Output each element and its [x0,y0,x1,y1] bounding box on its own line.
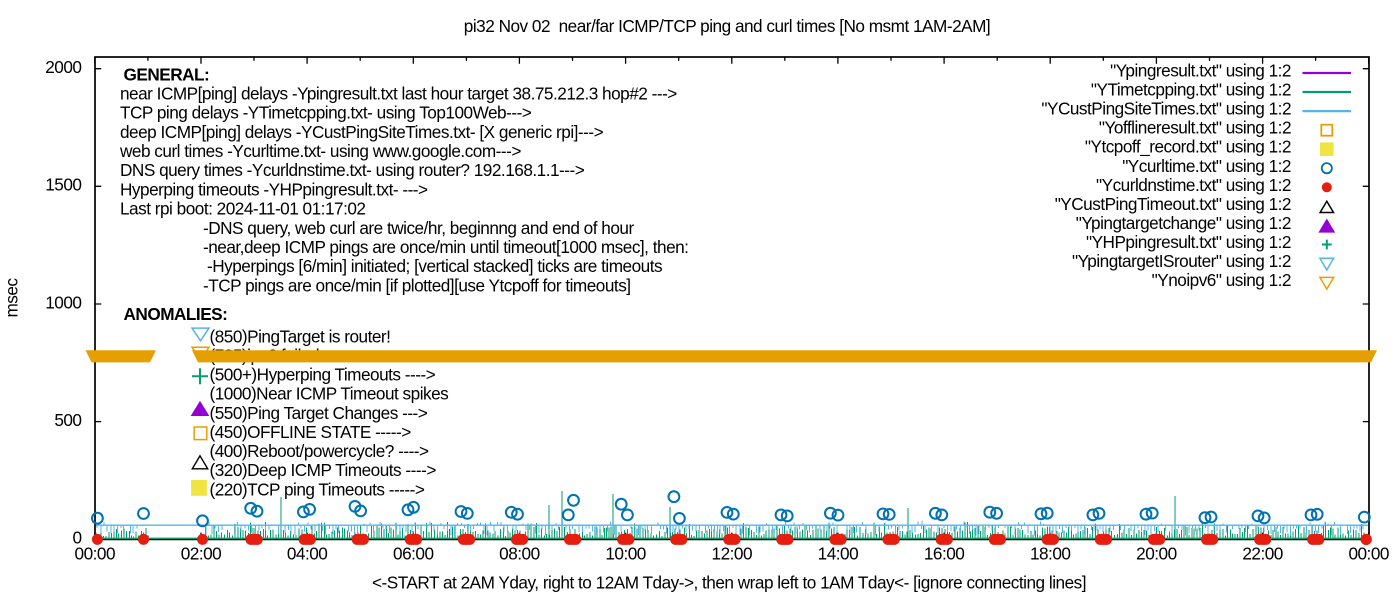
svg-text:-near,deep ICMP pings are once: -near,deep ICMP pings are once/min until… [203,237,688,257]
svg-text:(1000)Near ICMP Timeout spikes: (1000)Near ICMP Timeout spikes [210,384,449,404]
svg-text:00:00: 00:00 [75,544,116,564]
svg-text:web curl times -Ycurltime.txt-: web curl times -Ycurltime.txt- using www… [119,141,521,161]
svg-text:0: 0 [72,528,81,548]
svg-text:"YCustPingSiteTimes.txt" using: "YCustPingSiteTimes.txt" using 1:2 [1041,99,1291,119]
svg-text:near ICMP[ping] delays -Ypingr: near ICMP[ping] delays -Ypingresult.txt … [120,83,677,103]
svg-text:deep ICMP[ping] delays -YCustP: deep ICMP[ping] delays -YCustPingSiteTim… [120,122,604,142]
svg-text:Last rpi boot: 2024-11-01 01:1: Last rpi boot: 2024-11-01 01:17:02 [120,199,365,219]
svg-text:02:00: 02:00 [181,544,222,564]
svg-text:DNS query times -Ycurldnstime.: DNS query times -Ycurldnstime.txt- using… [120,160,585,180]
svg-text:1500: 1500 [45,175,81,195]
svg-text:-DNS query, web curl are twice: -DNS query, web curl are twice/hr, begin… [203,218,634,238]
svg-text:(550)Ping Target Changes --->: (550)Ping Target Changes ---> [210,403,428,423]
svg-text:(400)Reboot/powercycle? ---->: (400)Reboot/powercycle? ----> [210,441,430,461]
svg-text:"Ynoipv6" using 1:2: "Ynoipv6" using 1:2 [1152,270,1291,290]
svg-text:"YpingtargetISrouter" using 1:: "YpingtargetISrouter" using 1:2 [1072,251,1291,271]
svg-text:04:00: 04:00 [287,544,328,564]
svg-text:12:00: 12:00 [712,544,753,564]
svg-text:Hyperping timeouts -YHPpingres: Hyperping timeouts -YHPpingresult.txt- -… [120,179,428,199]
svg-text:00:00: 00:00 [1348,544,1389,564]
svg-text:06:00: 06:00 [393,544,434,564]
svg-text:08:00: 08:00 [499,544,540,564]
svg-text:(220)TCP ping Timeouts ----->: (220)TCP ping Timeouts -----> [210,479,425,499]
svg-text:TCP ping delays -YTimetcpping.: TCP ping delays -YTimetcpping.txt- using… [120,103,532,123]
svg-text:"Ypingtargetchange" using 1:2: "Ypingtargetchange" using 1:2 [1076,213,1291,233]
svg-text:10:00: 10:00 [605,544,646,564]
svg-text:"Ycurltime.txt" using 1:2: "Ycurltime.txt" using 1:2 [1122,156,1291,176]
svg-text:"YHPpingresult.txt" using 1:2: "YHPpingresult.txt" using 1:2 [1086,232,1291,252]
svg-text:GENERAL:: GENERAL: [124,64,210,84]
svg-text:18:00: 18:00 [1030,544,1071,564]
svg-text:14:00: 14:00 [818,544,859,564]
svg-text:-Hyperpings [6/min] initiated;: -Hyperpings [6/min] initiated; [vertical… [207,256,662,276]
svg-text:(320)Deep ICMP Timeouts ---->: (320)Deep ICMP Timeouts ----> [210,460,437,480]
svg-text:<-START at 2AM Yday, right to: <-START at 2AM Yday, right to 12AM Tday-… [372,573,1086,593]
svg-text:(450)OFFLINE STATE ----->: (450)OFFLINE STATE -----> [210,422,412,442]
svg-text:500: 500 [54,410,81,430]
svg-text:16:00: 16:00 [924,544,965,564]
svg-text:"Ypingresult.txt" using 1:2: "Ypingresult.txt" using 1:2 [1110,61,1291,81]
svg-text:"YTimetcpping.txt" using 1:2: "YTimetcpping.txt" using 1:2 [1091,80,1291,100]
svg-text:1000: 1000 [45,292,81,312]
svg-text:"YCustPingTimeout.txt" using 1: "YCustPingTimeout.txt" using 1:2 [1055,194,1291,214]
svg-text:"Ytcpoff_record.txt" using 1:2: "Ytcpoff_record.txt" using 1:2 [1085,137,1291,157]
svg-text:(500+)Hyperping Timeouts ---->: (500+)Hyperping Timeouts ----> [210,365,436,385]
svg-text:ANOMALIES:: ANOMALIES: [124,304,228,324]
svg-text:-TCP pings are once/min [if pl: -TCP pings are once/min [if plotted][use… [203,275,631,295]
svg-text:20:00: 20:00 [1136,544,1177,564]
svg-text:(850)PingTarget is router!: (850)PingTarget is router! [210,326,391,346]
svg-text:2000: 2000 [45,57,81,77]
svg-text:pi32 Nov 02 near/far ICMP/TCP: pi32 Nov 02 near/far ICMP/TCP ping and c… [464,16,990,36]
svg-text:22:00: 22:00 [1242,544,1283,564]
svg-text:"Yofflineresult.txt" using 1:2: "Yofflineresult.txt" using 1:2 [1099,118,1291,138]
svg-text:"Ycurldnstime.txt" using 1:2: "Ycurldnstime.txt" using 1:2 [1096,175,1291,195]
svg-text:msec: msec [2,278,22,318]
